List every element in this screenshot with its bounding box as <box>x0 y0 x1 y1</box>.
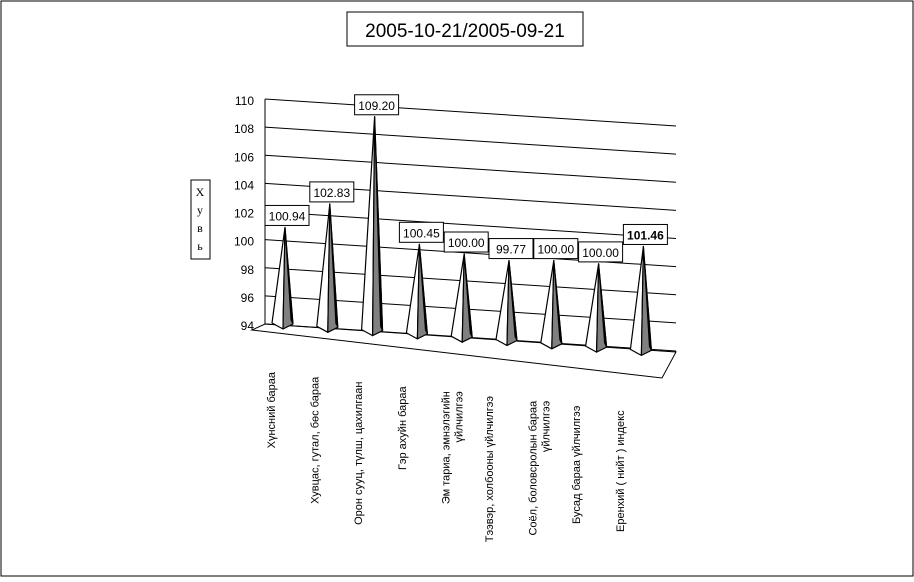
svg-text:100.94: 100.94 <box>269 209 306 223</box>
y-tick-label: 110 <box>235 94 254 108</box>
gridline <box>264 154 677 183</box>
bar-pyramid <box>629 245 653 356</box>
data-label: 100.00 <box>578 241 624 263</box>
gridline <box>264 211 677 239</box>
data-label: 101.46 <box>622 223 668 245</box>
y-tick-label: 96 <box>241 291 255 305</box>
y-tick-label: 102 <box>234 207 254 221</box>
bar-pyramid <box>495 259 518 347</box>
bars <box>271 116 653 356</box>
x-tick-label: Хувцас, гутал, бөс бараа <box>310 376 322 504</box>
y-tick-label: 108 <box>234 122 254 136</box>
x-tick-label: Бусад бараа үйлчилгээ <box>571 405 583 524</box>
gridline <box>264 98 677 127</box>
gridline <box>264 126 677 155</box>
bar-pyramid <box>405 243 428 340</box>
y-tick-label: 98 <box>241 263 255 277</box>
data-label: 102.83 <box>309 181 355 203</box>
chart-title-box: 2005-10-21/2005-09-21 <box>346 11 584 47</box>
data-label: 109.20 <box>354 94 400 116</box>
svg-text:99.77: 99.77 <box>496 243 526 257</box>
bar-pyramid <box>540 260 563 350</box>
y-tick-label: 100 <box>234 235 254 249</box>
x-tick-label: Гэр ахуйн бараа <box>397 386 409 471</box>
x-tick-label: Тээвэр, холбооны үйлчилгээ <box>484 396 496 543</box>
y-tick-labels: 94 96 98 100 102 104 106 108 110 <box>234 94 254 333</box>
data-labels: 100.94 102.83 109.20 100.45 100.00 99.77 100.0… <box>264 94 668 263</box>
x-tick-label: Хүнсний бараа <box>266 371 278 448</box>
x-tick-labels: Хүнсний бараа Хувцас, гутал, бөс бараа Оро… <box>266 371 627 542</box>
y-tick-label: 104 <box>234 178 254 192</box>
svg-text:101.46: 101.46 <box>627 228 664 242</box>
chart-title: 2005-10-21/2005-09-21 <box>365 21 565 42</box>
data-label: 99.77 <box>488 238 534 260</box>
data-label: 100.00 <box>443 231 489 253</box>
y-tick-label: 94 <box>241 319 255 333</box>
data-label: 100.00 <box>533 238 579 260</box>
bar-pyramid <box>361 116 384 337</box>
bar-pyramid <box>584 263 608 353</box>
bar-pyramid <box>450 253 473 343</box>
y-tick-label: 106 <box>234 150 254 164</box>
svg-text:109.20: 109.20 <box>358 99 395 113</box>
svg-text:102.83: 102.83 <box>313 186 350 200</box>
svg-text:100.00: 100.00 <box>582 246 619 260</box>
data-label: 100.45 <box>398 221 444 243</box>
bar-pyramid <box>271 226 294 330</box>
chart-floor <box>250 323 677 379</box>
x-tick-label: Соёл, боловсролын барааүйлчилгээ <box>528 400 553 536</box>
svg-text:100.45: 100.45 <box>403 226 440 240</box>
bar-pyramid <box>316 203 339 333</box>
svg-text:100.00: 100.00 <box>448 236 485 250</box>
data-label: 100.94 <box>264 204 310 226</box>
svg-text:100.00: 100.00 <box>537 243 574 257</box>
x-tick-label: Эм тариа, эмнэлэгийнүйлчилгээ <box>440 391 465 504</box>
x-tick-label: Орон сууц, түлш, цахилгаан <box>353 382 365 525</box>
x-tick-label: Еренхий ( нийт ) индекс <box>615 410 627 532</box>
